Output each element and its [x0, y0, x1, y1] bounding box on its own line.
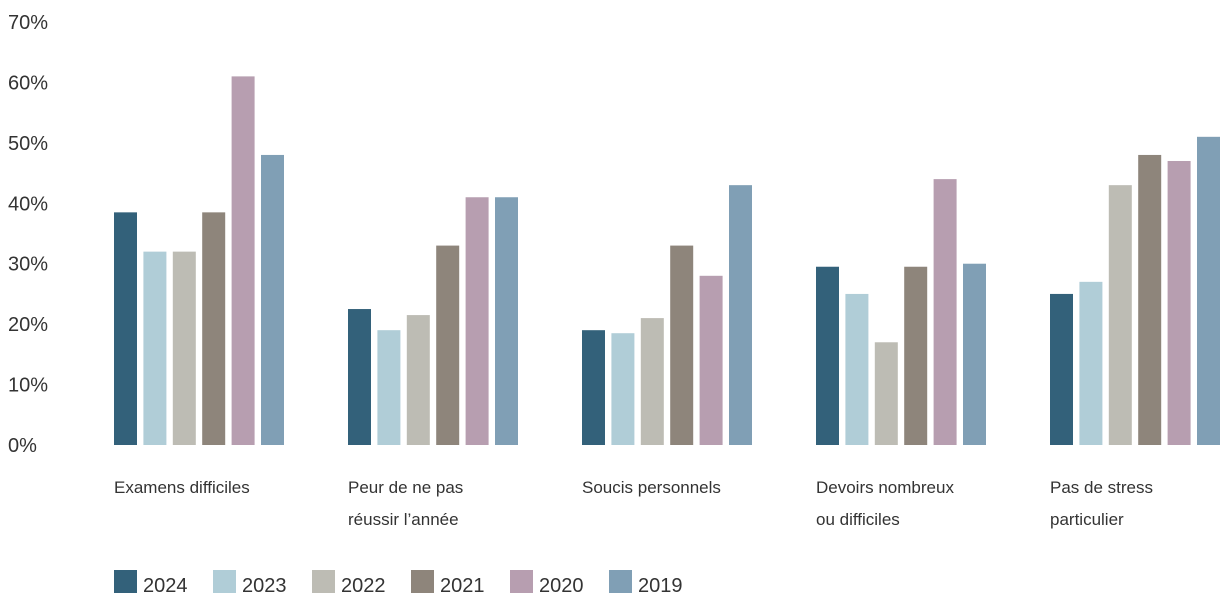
bar-2019	[495, 197, 518, 445]
bar-2019	[1197, 136, 1220, 446]
y-axis: 0% 10% 20% 30% 40% 50% 60% 70%	[8, 12, 48, 457]
bar-2023	[143, 251, 167, 445]
bar-2023	[845, 293, 869, 445]
bar-2022	[406, 315, 430, 445]
bar-2021	[436, 245, 460, 445]
legend-swatch	[609, 570, 632, 593]
legend-swatch	[213, 570, 236, 593]
bar-2024	[348, 309, 371, 445]
legend-label: 2019	[638, 575, 683, 597]
y-tick-label: 30%	[8, 254, 48, 276]
bar-2019	[963, 263, 986, 445]
category-label: réussir l’année	[348, 510, 459, 529]
bar-2020	[1167, 160, 1191, 445]
category-label: Soucis personnels	[582, 478, 721, 497]
y-tick-label: 20%	[8, 314, 48, 336]
bar-2022	[1108, 185, 1132, 445]
x-axis: Examens difficiles Peur de ne pas réussir …	[114, 478, 1153, 529]
bar-2021	[202, 212, 226, 445]
bar-2023	[611, 333, 635, 445]
category-label: Peur de ne pas	[348, 478, 463, 497]
bar-2024	[1050, 293, 1073, 445]
legend-swatch	[510, 570, 533, 593]
bar-2019	[729, 185, 752, 445]
bar-2024	[114, 212, 137, 445]
y-tick-label: 10%	[8, 375, 48, 397]
legend-swatch	[411, 570, 434, 593]
legend-label: 2022	[341, 575, 386, 597]
bar-2023	[377, 330, 401, 445]
category-label: Examens difficiles	[114, 478, 250, 497]
bars	[114, 76, 1220, 446]
legend-label: 2021	[440, 575, 485, 597]
bar-2024	[816, 266, 839, 445]
legend-label: 2024	[143, 575, 188, 597]
bar-2020	[465, 197, 489, 445]
legend: 2024 2023 2022 2021 2020 2019	[114, 570, 683, 597]
bar-2020	[699, 275, 723, 445]
category-label: particulier	[1050, 510, 1124, 529]
y-tick-label: 40%	[8, 193, 48, 215]
y-tick-label: 70%	[8, 12, 48, 34]
y-tick-label: 60%	[8, 72, 48, 94]
bar-2022	[640, 318, 664, 445]
bar-2021	[1138, 154, 1162, 445]
y-tick-label: 0%	[8, 435, 37, 457]
category-label: Devoirs nombreux	[816, 478, 954, 497]
category-label: Pas de stress	[1050, 478, 1153, 497]
legend-label: 2023	[242, 575, 287, 597]
bar-2023	[1079, 281, 1103, 445]
bar-2024	[582, 330, 605, 445]
legend-label: 2020	[539, 575, 584, 597]
bar-2022	[172, 251, 196, 445]
bar-2021	[904, 266, 928, 445]
legend-swatch	[114, 570, 137, 593]
bar-2020	[933, 179, 957, 445]
category-label: ou difficiles	[816, 510, 900, 529]
legend-swatch	[312, 570, 335, 593]
bar-2020	[231, 76, 255, 445]
bar-2021	[670, 245, 694, 445]
y-tick-label: 50%	[8, 133, 48, 155]
bar-2019	[261, 154, 284, 445]
bar-2022	[874, 342, 898, 445]
